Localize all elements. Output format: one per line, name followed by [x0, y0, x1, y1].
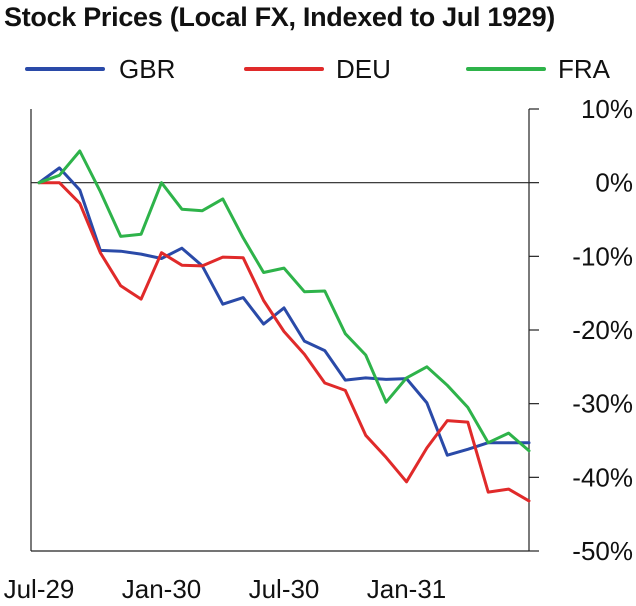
series-line-deu — [37, 181, 531, 503]
y-tick-label: 10% — [581, 94, 633, 124]
y-tick-label: -30% — [572, 389, 633, 419]
y-tick-label: -20% — [572, 315, 633, 345]
chart-legend: GBR DEU FRA — [0, 52, 636, 86]
series-line-fra — [37, 149, 531, 453]
x-tick-label: Jan-31 — [367, 574, 447, 604]
y-tick-label: -50% — [572, 536, 633, 566]
legend-label-deu: DEU — [336, 54, 391, 84]
x-tick-label: Jan-30 — [122, 574, 202, 604]
x-tick-label: Jul-29 — [4, 574, 75, 604]
y-tick-label: -40% — [572, 462, 633, 492]
legend-swatch-deu — [244, 67, 324, 71]
series-line-gbr — [37, 166, 531, 457]
legend-label-fra: FRA — [558, 54, 610, 84]
y-tick-label: -10% — [572, 241, 633, 271]
y-tick-label: 0% — [595, 168, 633, 198]
chart-title: Stock Prices (Local FX, Indexed to Jul 1… — [4, 2, 555, 32]
legend-label-gbr: GBR — [119, 54, 176, 84]
legend-swatch-fra — [466, 67, 546, 71]
legend-swatch-gbr — [25, 67, 105, 71]
x-tick-label: Jul-30 — [249, 574, 320, 604]
